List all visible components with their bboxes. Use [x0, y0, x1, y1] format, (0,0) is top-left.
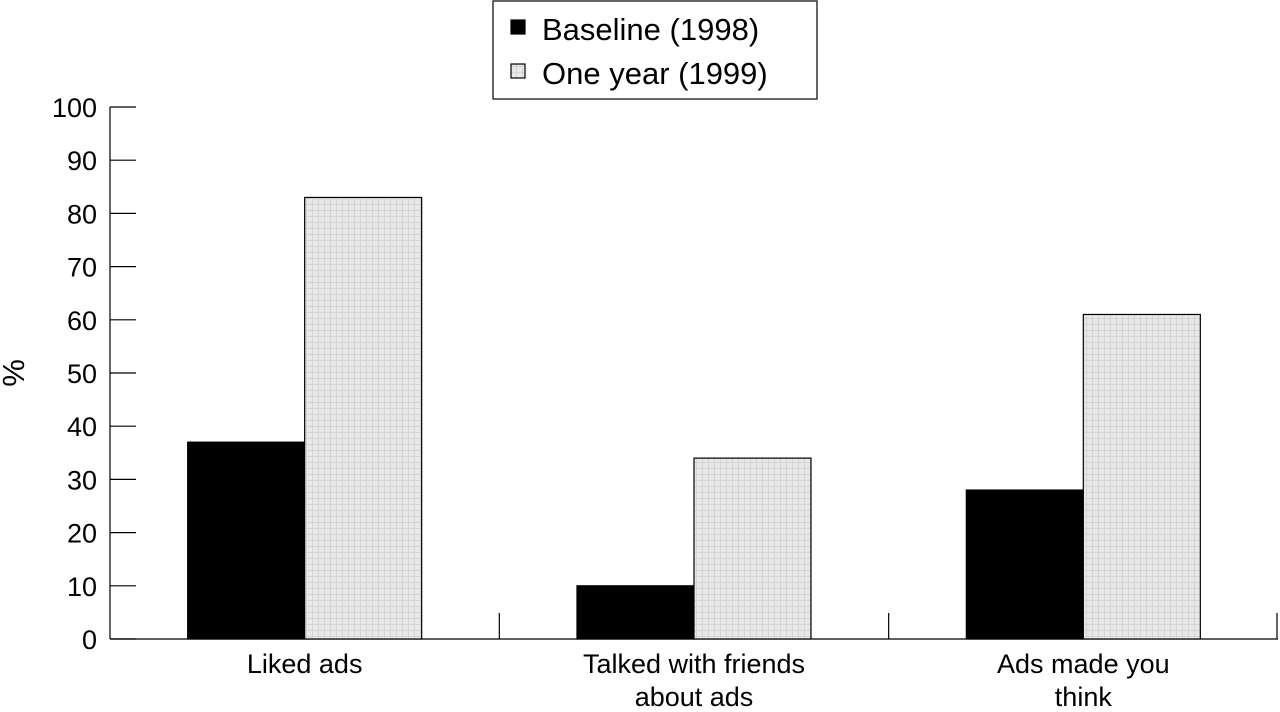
y-tick-label: 50	[67, 359, 97, 389]
x-category-label: Ads made you think	[997, 649, 1170, 712]
bar-baseline	[187, 441, 306, 640]
legend: Baseline (1998) One year (1999)	[492, 0, 818, 100]
y-tick-label: 10	[67, 572, 97, 602]
legend-box	[492, 0, 818, 100]
legend-swatch	[510, 19, 526, 35]
legend-swatch	[510, 63, 526, 79]
bar-one-year	[693, 457, 812, 640]
bar-baseline	[965, 489, 1084, 640]
y-tick-label: 40	[67, 412, 97, 442]
x-category-label: Talked with friends about ads	[583, 649, 805, 712]
y-tick-label: 60	[67, 306, 97, 336]
legend-label: Baseline (1998)	[542, 12, 759, 47]
y-tick-label: 20	[67, 519, 97, 549]
bars	[187, 196, 1201, 640]
y-tick-label: 70	[67, 253, 97, 283]
axes: 0 10 20 30 40 50 60 70 80 90 100 Liked ads Talked wi…	[52, 93, 1278, 712]
y-axis-label: %	[0, 359, 31, 387]
legend-label: One year (1999)	[542, 56, 768, 91]
y-tick-label: 30	[67, 465, 97, 495]
y-tick-label: 80	[67, 199, 97, 229]
y-tick-label: 90	[67, 146, 97, 176]
bar-one-year	[1082, 313, 1201, 640]
x-category-label: Liked ads	[247, 649, 363, 679]
y-tick-label: 0	[82, 625, 97, 655]
bar-one-year	[304, 196, 423, 640]
bar-baseline	[576, 585, 695, 640]
y-tick-label: 100	[52, 93, 97, 123]
